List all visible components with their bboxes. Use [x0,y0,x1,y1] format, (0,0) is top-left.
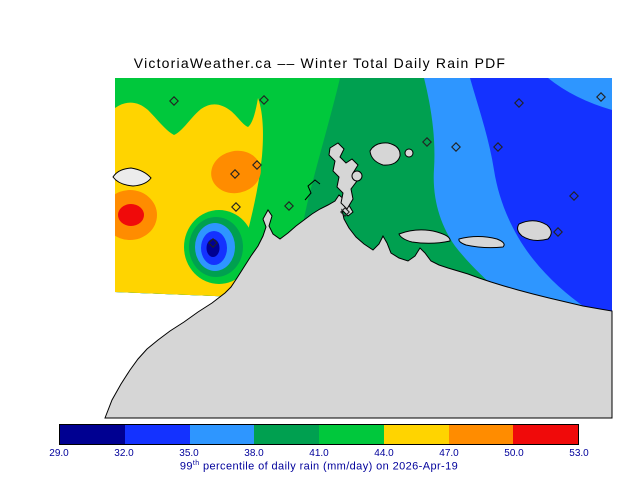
station-marker-icon [596,92,606,102]
station-marker-icon [284,201,294,211]
coastlines [104,142,613,419]
caption-text: percentile of daily rain (mm/day) on 202… [199,460,459,473]
colorbar-tick-label: 47.0 [439,448,459,459]
contour-min-core-navy [206,239,220,257]
landmass-peninsula [104,194,613,419]
caption-number: 99 [179,460,193,473]
island-east [517,220,552,241]
station-marker-icon [252,160,262,170]
colorbar [59,424,579,445]
island-round [369,142,401,166]
station-marker-icon [493,142,503,152]
island-sliver-2 [458,236,505,249]
colorbar-tick-label: 41.0 [309,448,329,459]
station-marker-icon [422,137,432,147]
station-marker-icon [230,169,240,179]
station-marker-icon [259,95,269,105]
page-title: VictoriaWeather.ca –– Winter Total Daily… [133,55,507,71]
colorbar-tick-label: 32.0 [114,448,134,459]
colorbar-tick-label: 44.0 [374,448,394,459]
station-marker-icon [231,202,241,212]
coastline-detail [304,179,321,201]
station-markers [169,92,606,248]
station-marker-icon [514,98,524,108]
colorbar-segment [60,425,125,444]
colorbar-tick-label: 29.0 [49,448,69,459]
colorbar-segment [383,425,449,444]
station-marker-icon [569,191,579,201]
colorbar-ticks: 29.0 32.0 35.0 38.0 41.0 44.0 47.0 50.0 53.0 [49,448,588,460]
colorbar-tick-label: 35.0 [179,448,199,459]
colorbar-segment [124,425,190,444]
colorbar-segment [189,425,255,444]
contour-lightblue-corner [548,78,612,110]
contour-orange-cell [211,150,261,194]
colorbar-tick-label: 53.0 [569,448,589,459]
caption-superscript: th [192,460,200,467]
islet [404,148,414,158]
colorbar-segment [254,425,319,444]
colorbar-tick-label: 50.0 [504,448,524,459]
contour-red-max-core [118,204,144,226]
colorbar-segment [513,425,578,444]
colorbar-tick-label: 38.0 [244,448,264,459]
colorbar-caption: 99th percentile of daily rain (mm/day) o… [59,460,579,473]
station-marker-icon [553,227,563,237]
island-jagged-peninsula [328,142,359,210]
islet [351,170,363,182]
station-marker-icon [340,207,350,217]
colorbar-segment [448,425,514,444]
station-marker-icon [451,142,461,152]
inlet-west [112,167,152,187]
station-marker-icon [208,238,218,248]
station-marker-icon [169,96,179,106]
island-sliver-1 [398,229,451,244]
colorbar-segment [319,425,384,444]
